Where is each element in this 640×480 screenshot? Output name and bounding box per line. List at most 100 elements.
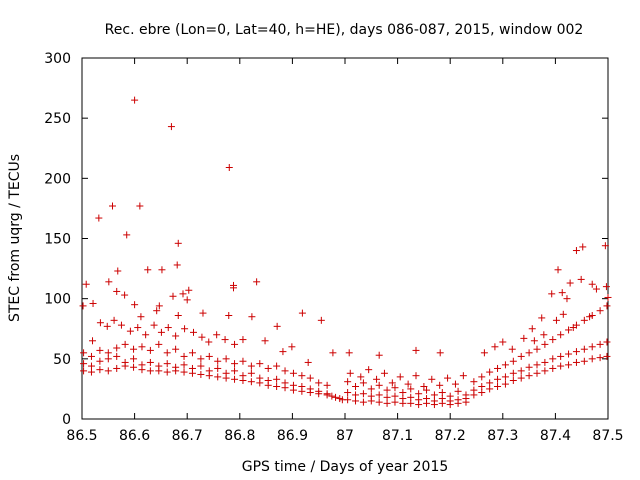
data-point <box>155 302 163 310</box>
data-point <box>525 349 533 357</box>
data-point <box>229 284 237 292</box>
data-point <box>144 266 152 274</box>
data-point <box>603 302 611 310</box>
data-point <box>588 355 596 363</box>
data-point <box>501 361 509 369</box>
data-point <box>569 324 577 332</box>
data-point <box>87 362 95 370</box>
data-point <box>231 375 239 383</box>
data-point <box>188 349 196 357</box>
data-point <box>541 358 549 366</box>
data-point <box>359 398 367 406</box>
data-point <box>113 352 121 360</box>
data-point <box>541 367 549 375</box>
x-tick-label: 86.6 <box>119 428 150 444</box>
data-point <box>89 299 97 307</box>
x-tick-label: 87.3 <box>487 428 518 444</box>
data-point <box>423 386 431 394</box>
data-point <box>603 352 611 360</box>
data-point <box>470 391 478 399</box>
data-point <box>554 266 562 274</box>
data-point <box>541 340 549 348</box>
data-point <box>494 364 502 372</box>
data-point <box>126 327 134 335</box>
data-point <box>588 280 596 288</box>
data-point <box>565 326 573 334</box>
data-point <box>298 387 306 395</box>
data-point <box>508 345 516 353</box>
x-tick-label: 86.5 <box>66 428 97 444</box>
data-point <box>375 381 383 389</box>
data-point <box>596 340 604 348</box>
data-point <box>248 313 256 321</box>
data-point <box>563 295 571 303</box>
data-point <box>261 337 269 345</box>
data-point <box>225 164 233 172</box>
data-point <box>221 336 229 344</box>
data-point <box>172 367 180 375</box>
data-point <box>548 290 556 298</box>
data-point <box>549 336 557 344</box>
data-point <box>104 355 112 363</box>
data-point <box>323 381 331 389</box>
data-point <box>383 386 391 394</box>
data-point <box>264 364 272 372</box>
data-point <box>231 367 239 375</box>
data-point <box>153 307 161 315</box>
data-point <box>197 362 205 370</box>
data-point <box>603 338 611 346</box>
data-point <box>289 369 297 377</box>
data-point <box>572 358 580 366</box>
data-point <box>520 334 528 342</box>
data-point <box>383 399 391 407</box>
data-point <box>345 349 353 357</box>
data-point <box>247 378 255 386</box>
data-point <box>121 291 129 299</box>
data-point <box>470 378 478 386</box>
data-point <box>579 243 587 251</box>
data-point <box>549 364 557 372</box>
data-point <box>396 373 404 381</box>
data-point <box>205 372 213 380</box>
data-point <box>214 364 222 372</box>
data-point <box>181 325 189 333</box>
data-point <box>155 367 163 375</box>
data-point <box>557 331 565 339</box>
data-point <box>494 383 502 391</box>
data-point <box>420 383 428 391</box>
data-point <box>174 312 182 320</box>
data-point <box>281 384 289 392</box>
data-point <box>164 324 172 332</box>
data-point <box>279 348 287 356</box>
data-point <box>438 399 446 407</box>
x-tick-label: 86.9 <box>277 428 308 444</box>
data-point <box>344 389 352 397</box>
data-point <box>586 313 594 321</box>
data-point <box>172 332 180 340</box>
data-point <box>80 367 88 375</box>
data-point <box>205 338 213 346</box>
data-point <box>158 266 166 274</box>
data-point <box>110 316 118 324</box>
data-point <box>80 349 88 357</box>
data-point <box>352 383 360 391</box>
data-point <box>572 247 580 255</box>
data-point <box>222 355 230 363</box>
data-point <box>517 352 525 360</box>
axis-tick-labels: 86.5 86.6 86.7 86.8 86.9 87 87.1 87.2 87.3 87.4 87… <box>44 51 623 444</box>
y-tick-label: 100 <box>44 292 71 308</box>
data-point <box>388 379 396 387</box>
data-point <box>538 314 546 322</box>
data-point <box>357 373 365 381</box>
data-point <box>146 358 154 366</box>
y-tick-label: 300 <box>44 51 71 67</box>
data-point <box>174 239 182 247</box>
data-point <box>580 357 588 365</box>
data-point <box>391 384 399 392</box>
data-point <box>565 350 573 358</box>
data-point <box>289 386 297 394</box>
data-point <box>96 366 104 374</box>
data-point <box>185 286 193 294</box>
data-point <box>213 331 221 339</box>
